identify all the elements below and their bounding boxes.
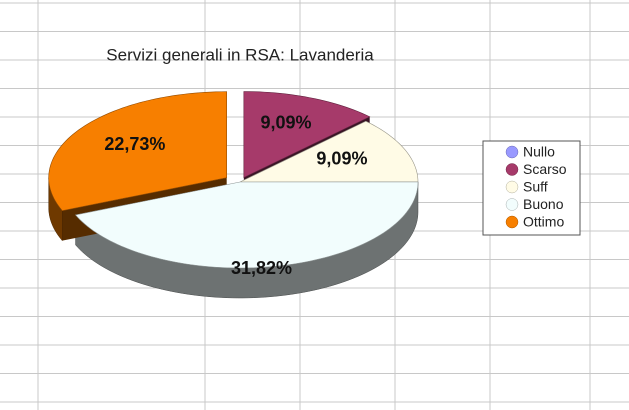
data-label: 31,82% xyxy=(231,258,292,278)
data-label: 9,09% xyxy=(316,148,367,168)
legend-swatch xyxy=(505,198,519,211)
data-label: 9,09% xyxy=(261,112,312,132)
pie: 9,09%9,09% 31,82% 22,73% xyxy=(48,91,419,299)
slice xyxy=(48,91,227,211)
data-label: 22,73% xyxy=(104,134,165,154)
legend-label: Nullo xyxy=(523,144,555,160)
legend-swatch xyxy=(505,215,519,229)
slice xyxy=(243,91,371,179)
legend-label: Scarso xyxy=(523,161,567,177)
legend-label: Suff xyxy=(523,179,548,195)
legend-label: Ottimo xyxy=(523,214,564,230)
slice xyxy=(74,181,419,269)
legend-swatch xyxy=(505,180,519,194)
legend-swatch xyxy=(505,163,519,176)
legend-box xyxy=(482,140,581,236)
legend-label: Buono xyxy=(523,196,564,212)
legend-swatch xyxy=(505,145,519,159)
chart-title: Servizi generali in RSA: Lavanderia xyxy=(106,45,374,64)
slice xyxy=(239,120,419,183)
